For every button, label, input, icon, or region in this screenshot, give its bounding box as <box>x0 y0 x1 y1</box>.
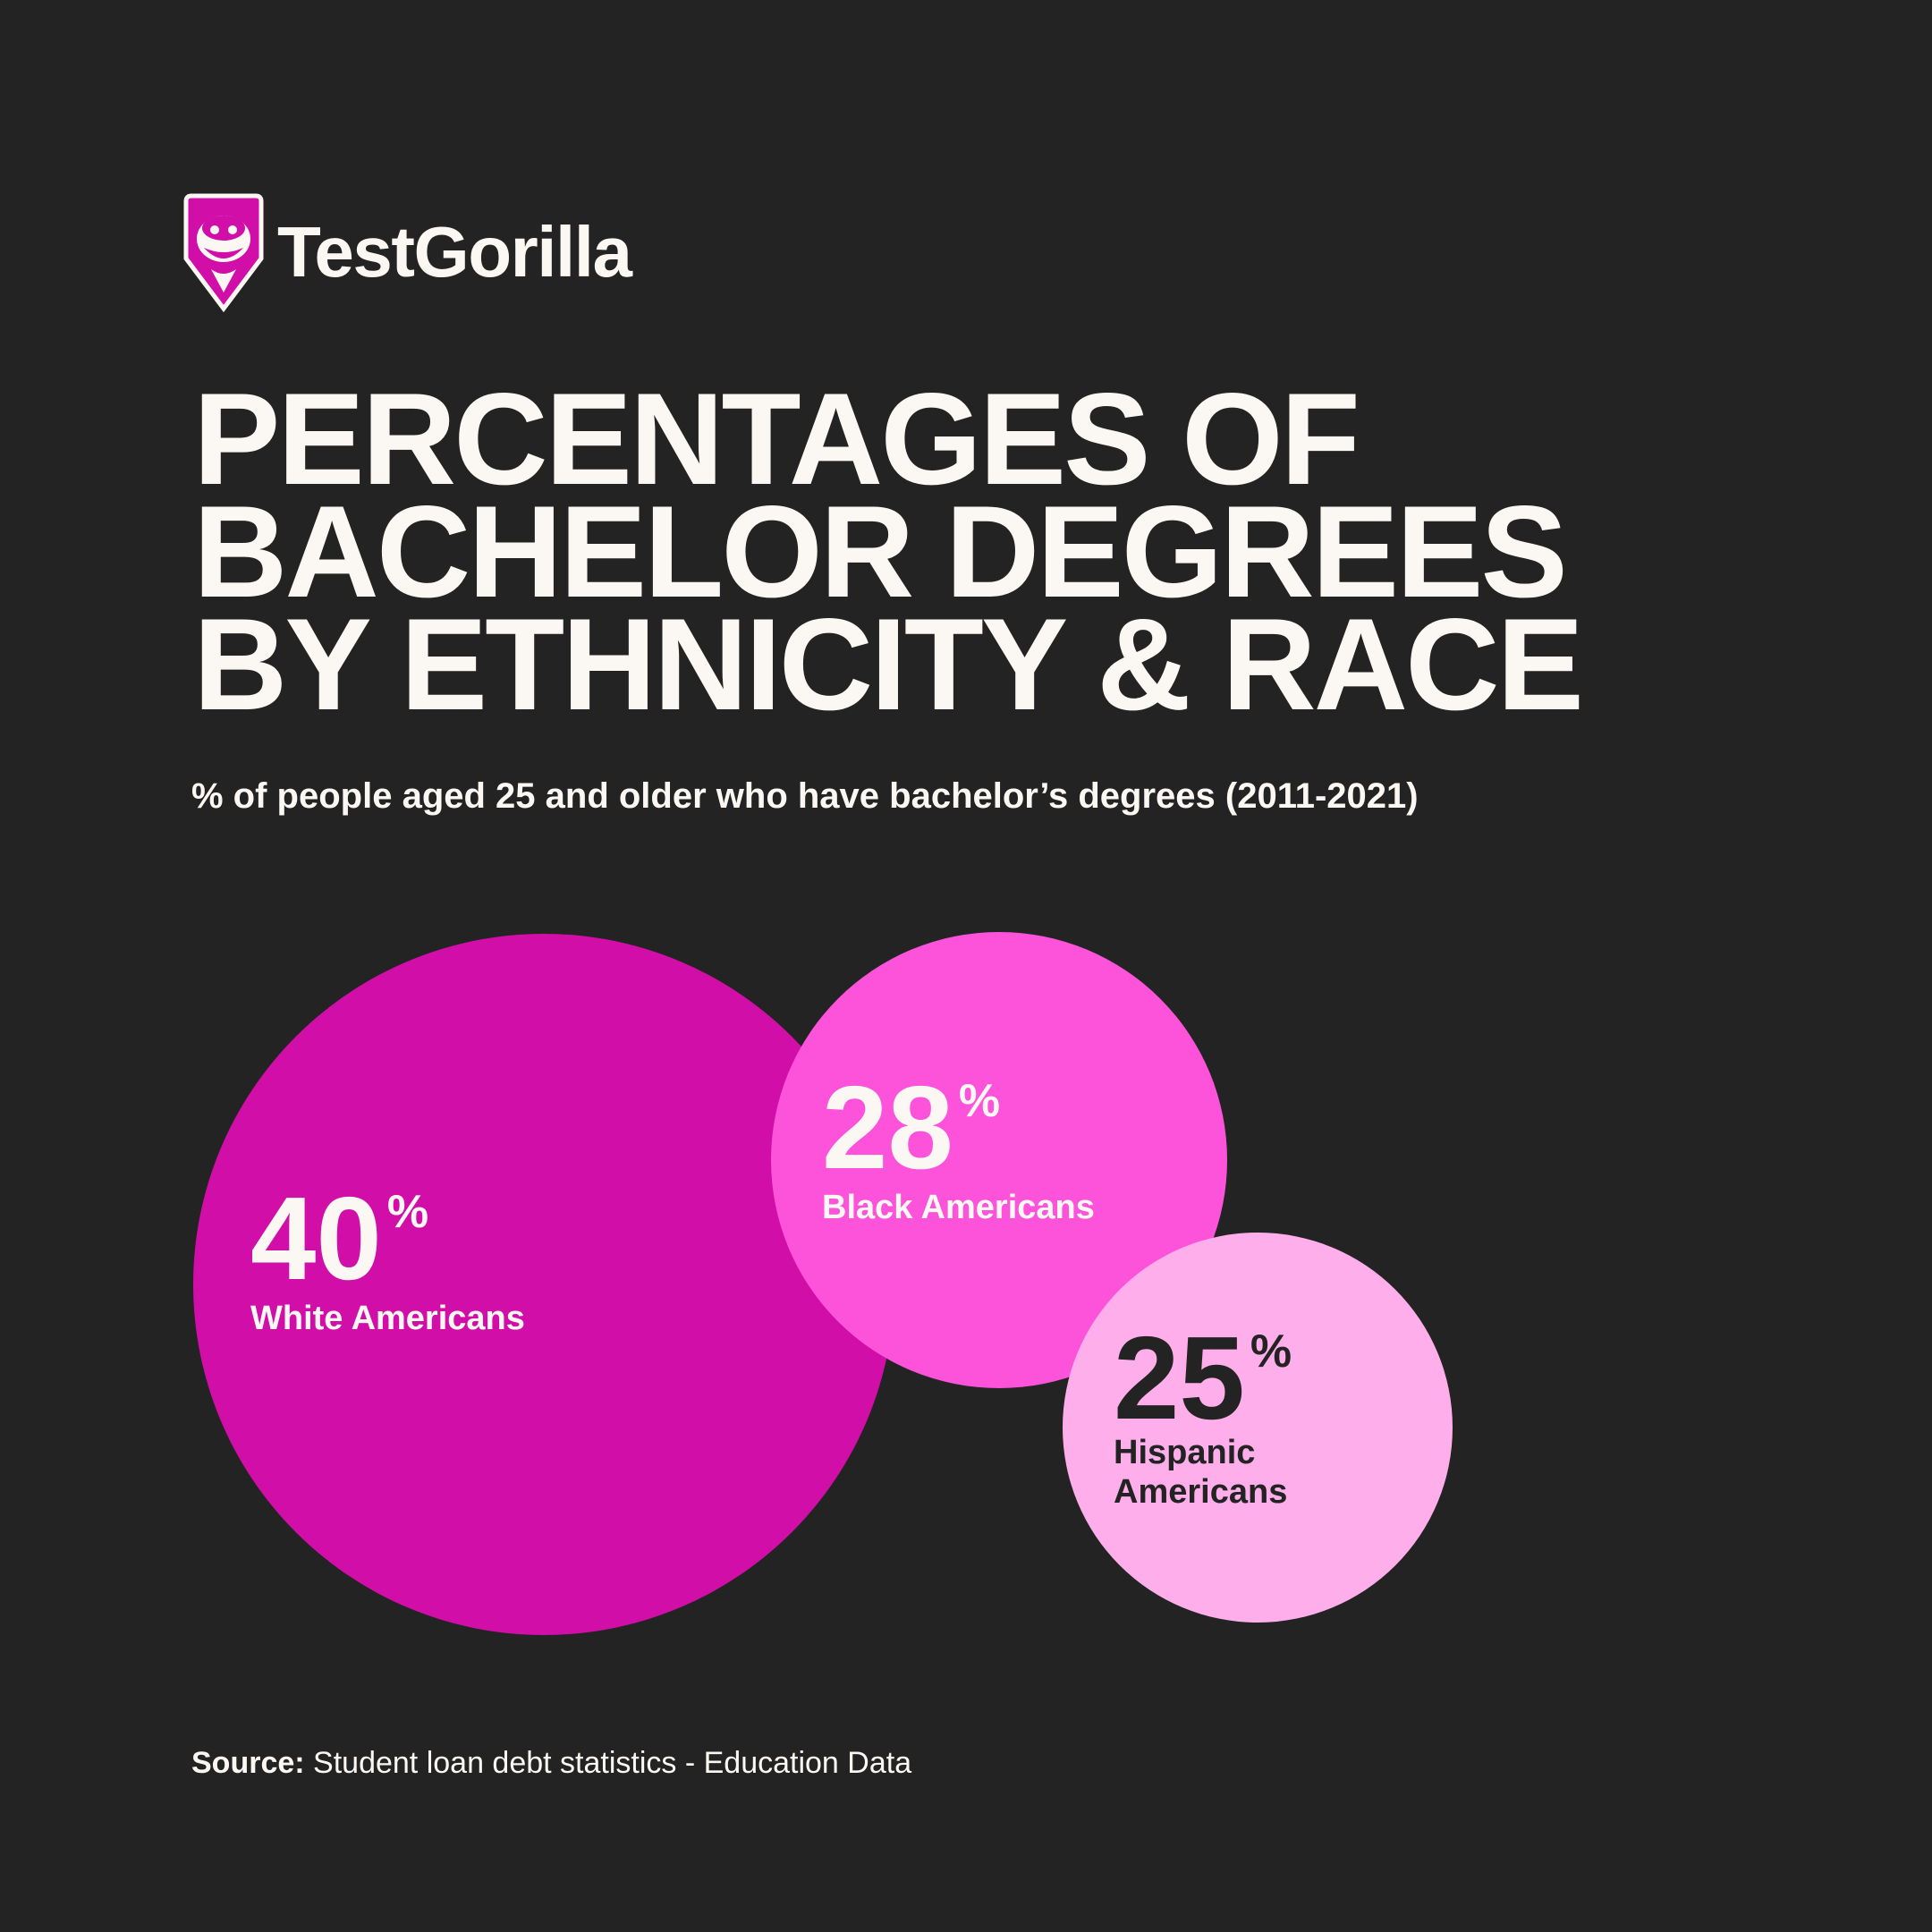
category-label-white-americans: White Americans <box>250 1300 525 1337</box>
source-text: Student loan debt statistics - Education… <box>313 1746 911 1780</box>
category-label-black-americans: Black Americans <box>822 1189 1095 1226</box>
value-label-black-americans: 28 <box>822 1062 953 1193</box>
source-note: Source: Student loan debt statistics - E… <box>191 1746 911 1781</box>
unit-label-black-americans: % <box>959 1075 1000 1127</box>
value-label-hispanic-americans: 25 <box>1114 1312 1245 1444</box>
source-label: Source: <box>191 1746 305 1780</box>
value-label-white-americans: 40 <box>250 1173 382 1304</box>
unit-label-hispanic-americans: % <box>1250 1326 1292 1377</box>
unit-label-white-americans: % <box>387 1186 428 1238</box>
